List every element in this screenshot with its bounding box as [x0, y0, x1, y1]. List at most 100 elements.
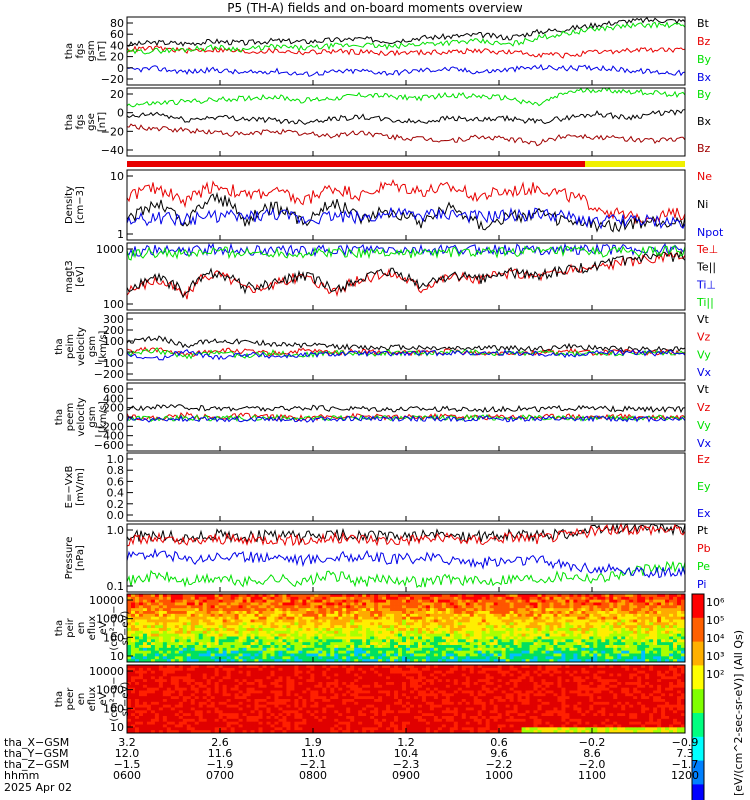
heatmap-cell: [214, 687, 220, 691]
heatmap-cell: [130, 602, 136, 606]
heatmap-cell: [314, 630, 319, 635]
heatmap-cell: [174, 727, 180, 731]
heatmap-cell: [390, 647, 395, 652]
heatmap-cell: [234, 645, 239, 649]
heatmap-cell: [130, 642, 136, 646]
heatmap-cell: [142, 616, 148, 620]
heatmap-cell: [334, 710, 339, 714]
heatmap-cell: [170, 679, 176, 683]
heatmap-cell: [394, 619, 399, 623]
heatmap-cell: [266, 619, 271, 623]
heatmap-cell: [421, 659, 427, 663]
heatmap-cell: [362, 594, 367, 598]
heatmap-cell: [421, 656, 427, 660]
heatmap-cell: [318, 696, 323, 700]
series-fgs_gsm-1: [126, 45, 686, 59]
heatmap-cell: [386, 628, 391, 632]
heatmap-cell: [194, 684, 200, 689]
heatmap-cell: [234, 684, 239, 689]
heatmap-cell: [286, 636, 291, 640]
heatmap-cell: [350, 684, 355, 689]
heatmap-cell: [425, 605, 431, 609]
heatmap-cell: [485, 633, 491, 637]
heatmap-cell: [513, 659, 518, 663]
heatmap-cell: [334, 716, 339, 720]
heatmap-cell: [178, 707, 184, 711]
heatmap-cell: [334, 690, 339, 694]
heatmap-cell: [286, 633, 291, 637]
heatmap-cell: [154, 676, 160, 680]
heatmap-cell: [202, 716, 208, 720]
heatmap-cell: [262, 630, 267, 635]
heatmap-cell: [413, 653, 419, 657]
heatmap-cell: [637, 650, 642, 654]
heatmap-cell: [425, 613, 431, 618]
heatmap-cell: [549, 639, 554, 643]
heatmap-cell: [633, 596, 638, 601]
heatmap-cell: [170, 704, 176, 708]
heatmap-cell: [421, 608, 427, 612]
heatmap-cell: [242, 639, 247, 643]
heatmap-cell: [338, 639, 343, 643]
heatmap-cell: [230, 665, 236, 669]
heatmap-cell: [194, 713, 200, 717]
heatmap-cell: [441, 594, 447, 598]
heatmap-cell: [190, 630, 196, 635]
heatmap-cell: [230, 721, 236, 725]
heatmap-cell: [278, 699, 283, 703]
heatmap-cell: [609, 639, 614, 643]
heatmap-cell: [127, 608, 132, 612]
heatmap-cell: [545, 653, 550, 657]
heatmap-cell: [645, 625, 650, 629]
heatmap-cell: [346, 645, 351, 649]
heatmap-cell: [593, 656, 598, 660]
heatmap-cell: [246, 602, 251, 606]
heatmap-cell: [174, 673, 180, 677]
heatmap-cell: [178, 656, 184, 660]
heatmap-cell: [226, 653, 232, 657]
heatmap-cell: [374, 594, 379, 598]
heatmap-cell: [166, 679, 172, 683]
heatmap-cell: [334, 656, 339, 660]
heatmap-cell: [597, 659, 602, 663]
y-axis-label: gsm: [86, 40, 97, 61]
heatmap-cell: [142, 596, 148, 601]
heatmap-cell: [641, 630, 646, 635]
heatmap-cell: [561, 642, 566, 646]
heatmap-cell: [366, 602, 371, 606]
heatmap-cell: [589, 599, 594, 603]
heatmap-cell: [469, 616, 475, 620]
heatmap-cell: [298, 687, 303, 691]
heatmap-cell: [262, 670, 267, 674]
y-tick-label: 10: [110, 170, 124, 183]
heatmap-cell: [234, 608, 239, 612]
heatmap-cell: [481, 619, 487, 623]
heatmap-cell: [390, 633, 395, 637]
heatmap-cell: [326, 693, 331, 697]
heatmap-cell: [290, 639, 295, 643]
heatmap-cell: [449, 594, 455, 598]
heatmap-cell: [246, 611, 251, 615]
heatmap-cell: [274, 701, 279, 706]
heatmap-cell: [274, 622, 279, 626]
heatmap-cell: [294, 613, 299, 618]
heatmap-cell: [489, 628, 495, 632]
y-tick-label: −200: [94, 420, 124, 433]
heatmap-cell: [154, 673, 160, 677]
heatmap-cell: [557, 633, 562, 637]
heatmap-cell: [298, 727, 303, 731]
heatmap-cell: [605, 633, 610, 637]
heatmap-cell: [350, 594, 355, 598]
heatmap-cell: [501, 608, 507, 612]
heatmap-cell: [134, 667, 140, 672]
heatmap-cell: [310, 642, 315, 646]
heatmap-cell: [278, 625, 283, 629]
heatmap-cell: [390, 594, 395, 598]
heatmap-cell: [127, 682, 132, 686]
heatmap-cell: [214, 616, 220, 620]
heatmap-cell: [138, 596, 144, 601]
heatmap-cell: [146, 594, 152, 598]
heatmap-cell: [342, 682, 347, 686]
heatmap-cell: [326, 707, 331, 711]
heatmap-cell: [549, 605, 554, 609]
